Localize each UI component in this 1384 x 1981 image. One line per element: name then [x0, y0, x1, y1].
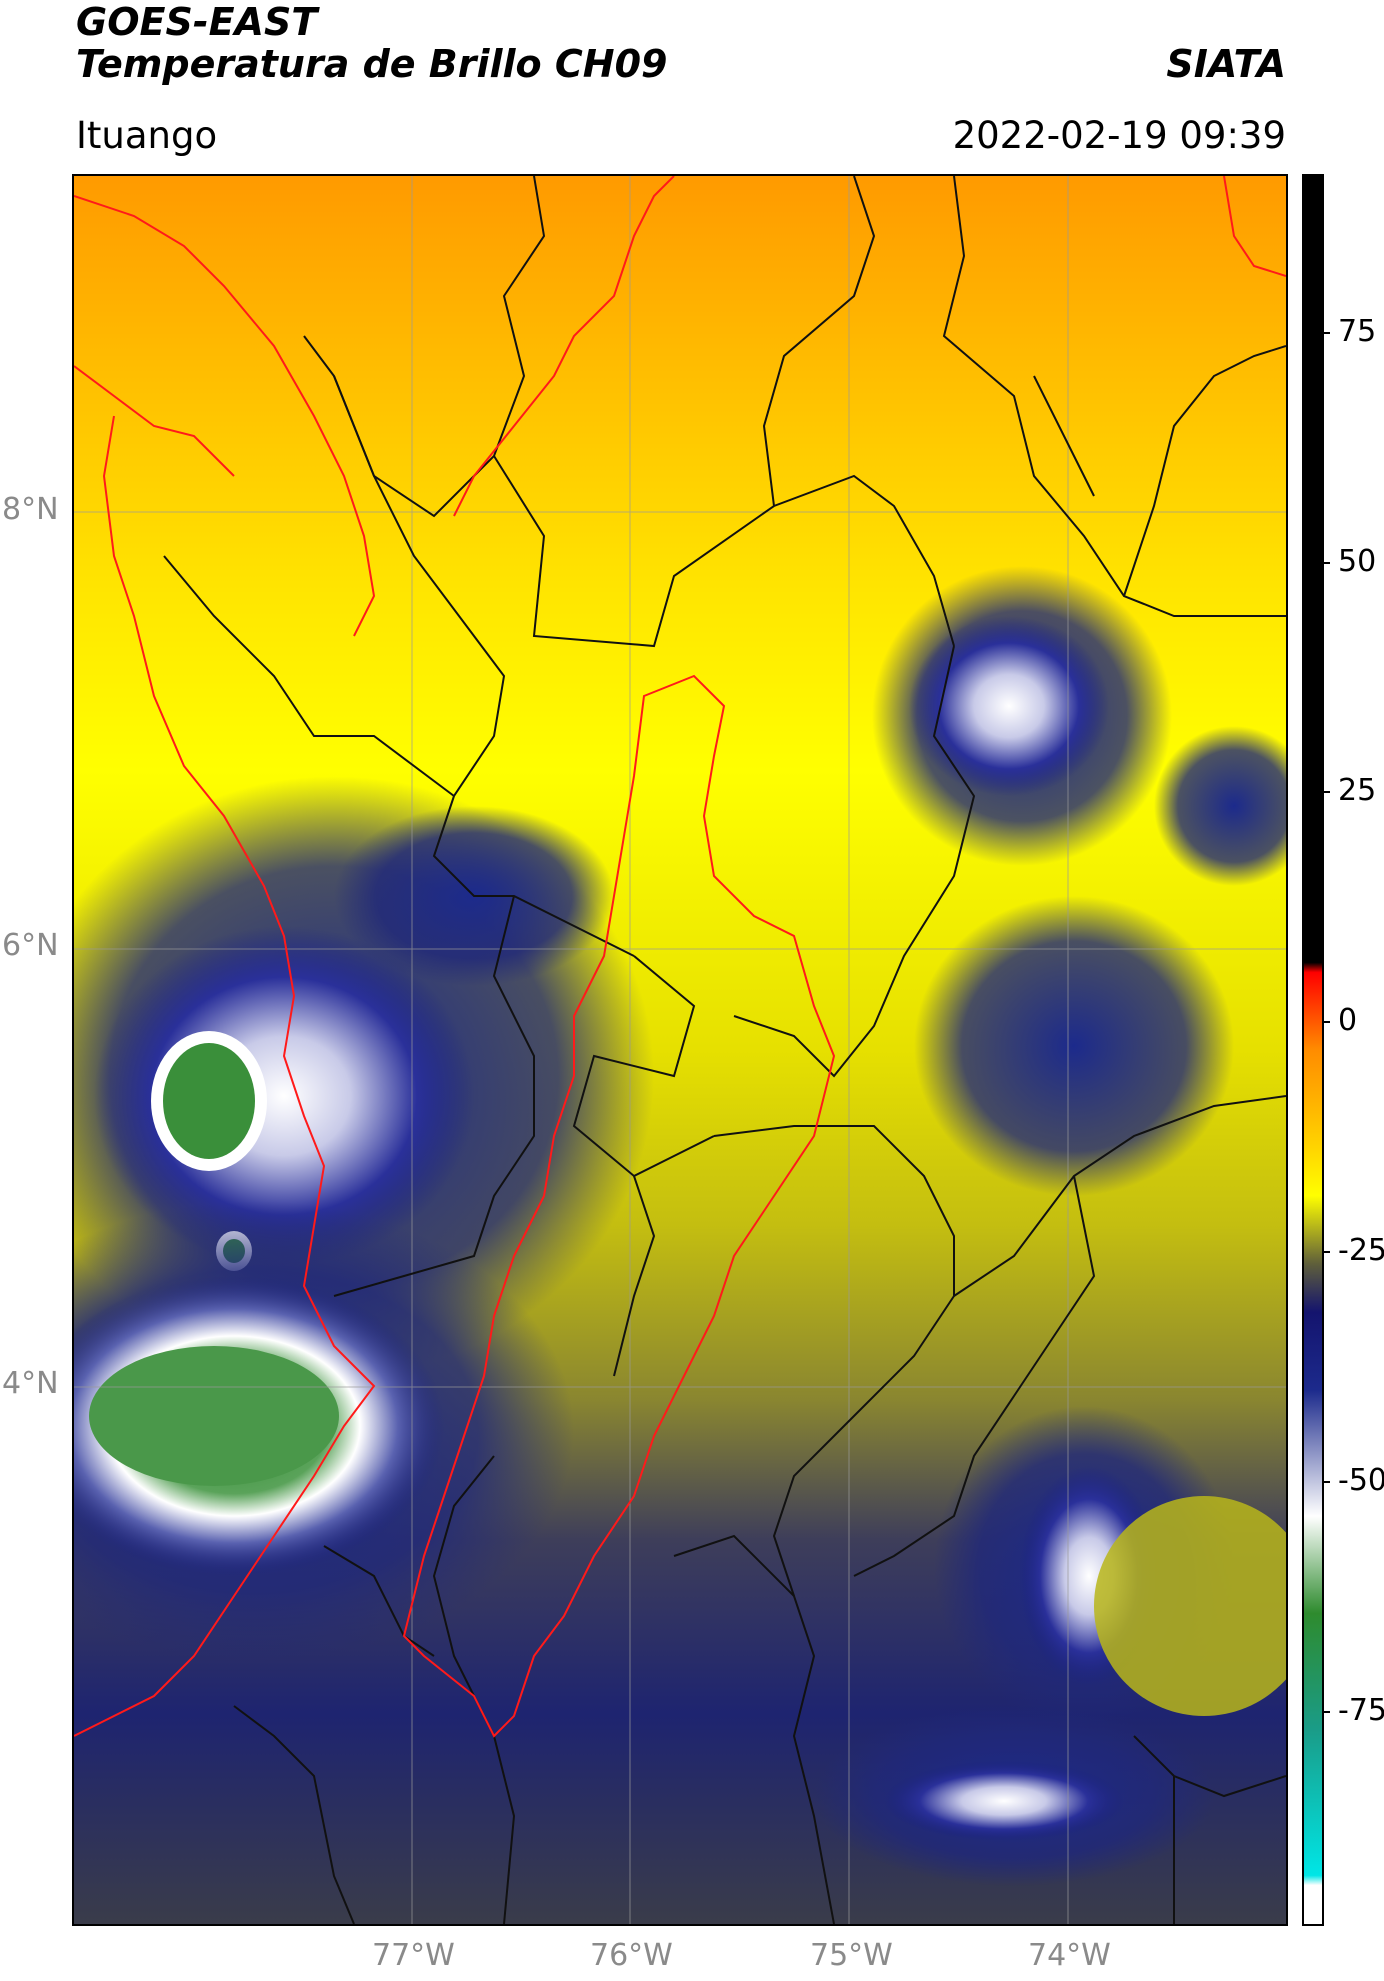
lat-label-4n: 4°N	[2, 1366, 59, 1401]
title-product: Temperatura de Brillo CH09	[76, 42, 668, 86]
colorbar-tick	[1322, 1021, 1330, 1023]
satellite-map[interactable]	[72, 174, 1288, 1926]
colorbar-label-25: 25	[1338, 773, 1377, 808]
lat-label-6n: 6°N	[2, 928, 59, 963]
department-borders	[163, 176, 1286, 1924]
warm-patch-southeast	[1094, 1496, 1286, 1716]
cloud-system-east	[914, 896, 1234, 1196]
cloud-core-south	[884, 1761, 1124, 1841]
cloud-top-west	[163, 1043, 255, 1159]
organization-label: SIATA	[1166, 42, 1286, 86]
colorbar-label-minus75: -75	[1338, 1693, 1384, 1728]
lon-label-74w: 74°W	[1028, 1938, 1111, 1973]
gridlines	[74, 176, 1286, 1924]
colorbar-label-minus50: -50	[1338, 1463, 1384, 1498]
cloud-core-northeast	[909, 616, 1109, 796]
lon-label-75w: 75°W	[810, 1938, 893, 1973]
lon-label-76w: 76°W	[590, 1938, 673, 1973]
cloud-system-far-east	[1154, 726, 1286, 886]
location-label: Ituango	[76, 114, 218, 157]
colorbar-tick	[1322, 791, 1330, 793]
cloud-core-west	[94, 926, 474, 1266]
title-satellite: GOES-EAST	[76, 0, 318, 44]
cloud-top-southwest	[89, 1346, 339, 1486]
lat-label-8n: 8°N	[2, 492, 59, 527]
map-canvas	[74, 176, 1286, 1924]
coastline-and-basin	[74, 176, 1286, 1738]
colorbar-tick	[1322, 1251, 1330, 1253]
colorbar-tick	[1322, 1481, 1330, 1483]
colorbar-tick	[1322, 332, 1330, 334]
colorbar-tick	[1322, 1711, 1330, 1713]
colorbar-label-50: 50	[1338, 544, 1377, 579]
datetime-label: 2022-02-19 09:39	[952, 114, 1286, 157]
temperature-colorbar	[1302, 174, 1324, 1926]
colorbar-tick	[1322, 562, 1330, 564]
colorbar-label-0: 0	[1338, 1003, 1358, 1038]
lon-label-77w: 77°W	[372, 1938, 455, 1973]
colorbar-label-75: 75	[1338, 314, 1377, 349]
colorbar-label-minus25: -25	[1338, 1233, 1384, 1268]
